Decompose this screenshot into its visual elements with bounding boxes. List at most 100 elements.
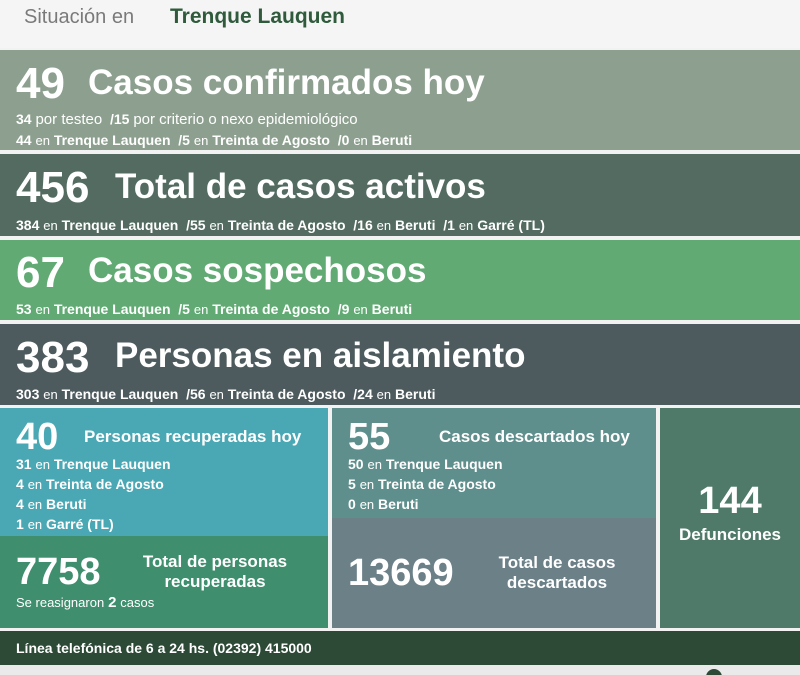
activos-title: Total de casos activos — [115, 167, 486, 206]
total-recuperados-title-2: recuperadas — [164, 571, 266, 591]
loc-en: en — [353, 133, 368, 148]
sospechosos-number: 67 — [16, 248, 65, 297]
descartados-panel: 55 Casos descartados hoy 50 en Trenque L… — [332, 408, 656, 518]
testeo-label: por testeo — [35, 111, 103, 128]
loc-place: Beruti — [378, 496, 419, 512]
confirmados-panel: 49 Casos confirmados hoy 34 por testeo /… — [0, 50, 800, 150]
confirmados-line-2: 44 en Trenque Lauquen /5 en Treinta de A… — [16, 132, 412, 148]
bottom-strip — [0, 665, 800, 675]
loc-en: en — [376, 218, 392, 233]
descartados-number: 55 — [348, 416, 391, 458]
loc-en: en — [27, 477, 43, 492]
total-descartados-title: Total de casos descartados — [482, 553, 632, 592]
loc-en: en — [209, 218, 224, 233]
sospechosos-line: 53 en Trenque Lauquen /5 en Treinta de A… — [16, 301, 412, 317]
recuperados-row: 31 en Trenque Lauquen — [16, 456, 171, 472]
confirmados-number: 49 — [16, 59, 65, 108]
header-prefix: Situación en — [24, 6, 135, 28]
testeo-count: 34 — [16, 111, 32, 127]
loc-en: en — [193, 133, 209, 148]
aislamiento-panel: 383 Personas en aislamiento 303 en Trenq… — [0, 324, 800, 405]
loc-en: en — [458, 218, 474, 233]
loc-en: en — [43, 218, 58, 233]
loc-place: Beruti — [46, 496, 87, 512]
activos-line: 384 en Trenque Lauquen /55 en Treinta de… — [16, 217, 545, 233]
loc-count: /1 — [443, 217, 455, 233]
sospechosos-panel: 67 Casos sospechosos 53 en Trenque Lauqu… — [0, 240, 800, 320]
loc-place: Garré (TL) — [477, 217, 545, 233]
loc-place: Treinta de Agosto — [212, 132, 330, 148]
loc-count: /55 — [186, 217, 206, 233]
loc-count: /5 — [178, 301, 190, 317]
descartados-row: 0 en Beruti — [348, 496, 419, 512]
defunciones-title: Defunciones — [678, 525, 782, 544]
total-recuperados-number: 7758 — [16, 551, 101, 593]
loc-place: Treinta de Agosto — [46, 476, 164, 492]
descartados-title: Casos descartados hoy — [439, 427, 630, 446]
loc-en: en — [43, 387, 58, 402]
loc-en: en — [359, 477, 375, 492]
total-descartados-panel: 13669 Total de casos descartados — [332, 518, 656, 628]
loc-place: Trenque Lauquen — [61, 386, 179, 402]
loc-count: 303 — [16, 386, 40, 402]
loc-count: /24 — [353, 386, 373, 402]
recuperados-title: Personas recuperadas hoy — [84, 427, 302, 446]
loc-place: Trenque Lauquen — [53, 301, 171, 317]
defunciones-panel: 144 Defunciones — [660, 408, 800, 628]
reasignados-count: 2 — [108, 594, 117, 611]
loc-place: Treinta de Agosto — [227, 217, 346, 233]
loc-en: en — [359, 497, 375, 512]
loc-count: 44 — [16, 132, 32, 148]
activos-number: 456 — [16, 163, 90, 212]
loc-en: en — [209, 387, 224, 402]
loc-place: Beruti — [371, 301, 413, 317]
loc-en: en — [367, 457, 382, 472]
recuperados-row: 4 en Beruti — [16, 496, 87, 512]
loc-place: Treinta de Agosto — [212, 301, 330, 317]
loc-count: 5 — [348, 476, 356, 492]
loc-count: /9 — [337, 301, 350, 317]
loc-en: en — [35, 457, 50, 472]
loc-place: Trenque Lauquen — [53, 132, 171, 148]
loc-count: /0 — [337, 132, 350, 148]
loc-place: Beruti — [395, 386, 436, 402]
loc-place: Trenque Lauquen — [61, 217, 179, 233]
confirmados-line-1: 34 por testeo /15 por criterio o nexo ep… — [16, 111, 358, 128]
loc-place: Beruti — [395, 217, 436, 233]
recuperados-number: 40 — [16, 416, 59, 458]
loc-en: en — [353, 302, 368, 317]
reasignados-note: Se reasignaron 2 casos — [16, 594, 154, 611]
confirmados-title: Casos confirmados hoy — [88, 63, 485, 102]
descartados-row: 50 en Trenque Lauquen — [348, 456, 503, 472]
header-city: Trenque Lauquen — [170, 5, 346, 28]
loc-place: Treinta de Agosto — [227, 386, 346, 402]
loc-count: 50 — [348, 456, 364, 472]
total-recuperados-title-1: Total de personas — [142, 552, 288, 571]
aislamiento-title: Personas en aislamiento — [115, 336, 526, 375]
reasignados-pre: Se reasignaron — [16, 595, 105, 610]
loc-place: Treinta de Agosto — [378, 476, 496, 492]
loc-count: 0 — [348, 496, 356, 512]
loc-en: en — [35, 302, 50, 317]
loc-en: en — [35, 133, 50, 148]
defunciones-number: 144 — [698, 480, 762, 522]
loc-place: Beruti — [371, 132, 413, 148]
loc-count: 31 — [16, 456, 32, 472]
loc-en: en — [27, 517, 43, 532]
descartados-row: 5 en Treinta de Agosto — [348, 476, 496, 492]
total-descartados-number: 13669 — [348, 552, 454, 594]
loc-count: /16 — [353, 217, 373, 233]
loc-count: 1 — [16, 516, 24, 532]
sospechosos-title: Casos sospechosos — [88, 251, 427, 290]
loc-count: /5 — [178, 132, 190, 148]
criterio-label: por criterio o nexo epidemiológico — [133, 111, 358, 128]
total-recuperados-title: Total de personas recuperadas — [130, 552, 300, 591]
total-descartados-title-1: Total de casos — [498, 553, 616, 572]
recuperados-row: 1 en Garré (TL) — [16, 516, 114, 532]
reasignados-post: casos — [120, 595, 155, 610]
loc-place: Trenque Lauquen — [385, 456, 503, 472]
chat-icon[interactable] — [706, 669, 722, 675]
loc-count: 4 — [16, 476, 24, 492]
header: Situación en Trenque Lauquen — [0, 0, 800, 48]
loc-count: 4 — [16, 496, 24, 512]
